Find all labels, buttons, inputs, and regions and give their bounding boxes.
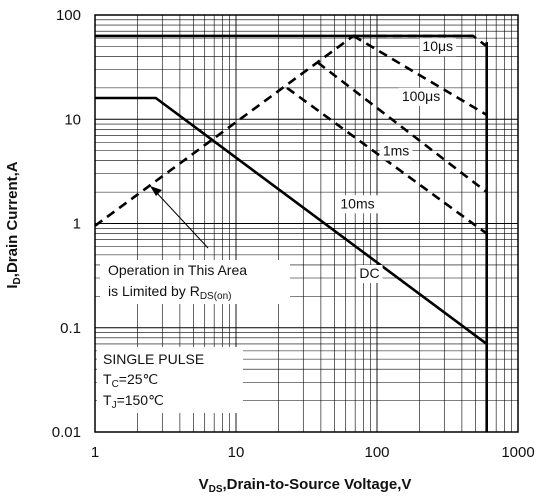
y-axis-title-sub: D xyxy=(12,277,23,284)
rds-annotation-subscript: DS(on) xyxy=(200,291,232,302)
rds-annotation-line1: Operation in This Area xyxy=(108,262,247,278)
series-label-1ms: 1ms xyxy=(383,142,409,158)
y-axis-title-rest: ,Drain Current,A xyxy=(4,161,21,277)
x-axis-title-rest: ,Drain-to-Source Voltage,V xyxy=(223,476,412,493)
conditions-tc-rest: =25℃ xyxy=(119,371,158,387)
x-axis-title-sub: DS xyxy=(209,484,223,495)
series-label-100us: 100μs xyxy=(402,88,440,104)
y-tick-label: 0.1 xyxy=(60,320,81,337)
series-label-10us: 10μs xyxy=(422,38,453,54)
x-tick-label: 100 xyxy=(364,444,389,461)
conditions-line1: SINGLE PULSE xyxy=(103,351,204,367)
y-tick-label: 1 xyxy=(73,216,81,233)
y-tick-label: 100 xyxy=(56,7,81,24)
conditions-tj-rest: =150℃ xyxy=(117,392,164,408)
y-axis-title: ID,Drain Current,A xyxy=(4,161,23,288)
x-tick-label: 1 xyxy=(91,444,99,461)
conditions-tc-sub: C xyxy=(112,379,119,390)
y-tick-label: 0.01 xyxy=(52,424,81,441)
series-label-10ms: 10ms xyxy=(340,195,374,211)
x-tick-label: 1000 xyxy=(501,444,534,461)
y-tick-label: 10 xyxy=(64,111,81,128)
x-axis-title-v: V xyxy=(199,476,209,493)
x-tick-label: 10 xyxy=(228,444,245,461)
x-axis-title: VDS,Drain-to-Source Voltage,V xyxy=(199,476,412,495)
series-label-dc: DC xyxy=(359,265,379,281)
rds-annotation-line2-text: is Limited by R xyxy=(108,283,200,299)
